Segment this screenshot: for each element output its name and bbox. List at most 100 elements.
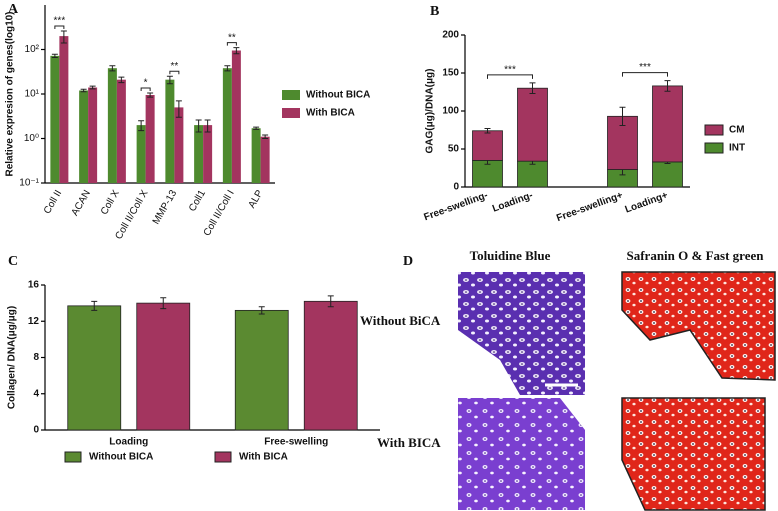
error-bar bbox=[175, 100, 182, 118]
legend-swatch bbox=[282, 108, 300, 118]
legend-label: Without BICA bbox=[306, 90, 370, 101]
legend-label: Without BICA bbox=[89, 452, 153, 463]
bar bbox=[251, 128, 261, 183]
row-label: With BICA bbox=[377, 435, 441, 450]
bar bbox=[145, 94, 155, 183]
bar bbox=[59, 36, 69, 184]
error-bar bbox=[224, 65, 231, 72]
bar bbox=[234, 309, 289, 431]
y-tick-label: 16 bbox=[28, 280, 40, 291]
x-tick-label: Coll1 bbox=[187, 188, 208, 214]
row-label: Without BiCA bbox=[360, 313, 441, 328]
error-bar bbox=[118, 76, 125, 84]
x-tick-label: Loading bbox=[109, 437, 148, 448]
bar bbox=[50, 55, 60, 183]
significance-bracket bbox=[140, 87, 151, 92]
y-axis-label: GAG(μg)/DNA(μg) bbox=[425, 69, 436, 154]
legend-swatch bbox=[704, 124, 724, 136]
y-tick-label: 150 bbox=[442, 68, 459, 79]
legend-label: INT bbox=[729, 143, 745, 154]
panel-d: D Toluidine Blue Safranin O & Fast green… bbox=[360, 248, 776, 511]
bar bbox=[231, 50, 241, 183]
y-axis-label: Relative expresion of genes(log10) bbox=[5, 11, 16, 176]
legend-label: With BICA bbox=[306, 108, 355, 119]
y-tick-label: 0 bbox=[453, 182, 459, 193]
error-bar bbox=[109, 65, 116, 72]
bar bbox=[517, 87, 548, 162]
y-tick-label: 200 bbox=[442, 30, 459, 41]
error-bar bbox=[484, 127, 491, 134]
x-tick-label: MMP-13 bbox=[151, 188, 180, 227]
histology-image bbox=[621, 271, 776, 381]
error-bar bbox=[258, 306, 265, 315]
panel-label: A bbox=[8, 2, 19, 17]
bar bbox=[517, 160, 548, 188]
y-tick-label: 10⁻¹ bbox=[19, 178, 39, 189]
legend-swatch bbox=[704, 142, 724, 154]
x-tick-label: Free-swelling+ bbox=[555, 190, 624, 224]
bar bbox=[116, 79, 126, 183]
bar bbox=[472, 130, 503, 161]
bar bbox=[472, 159, 503, 188]
x-tick-label: Loading- bbox=[491, 190, 534, 215]
y-tick-label: 0 bbox=[33, 425, 39, 436]
column-title: Safranin O & Fast green bbox=[627, 248, 765, 263]
significance-label: ** bbox=[170, 61, 178, 72]
significance-label: * bbox=[144, 78, 148, 89]
bar bbox=[194, 125, 204, 183]
significance-bracket bbox=[622, 72, 668, 77]
error-bar bbox=[327, 295, 334, 308]
error-bar bbox=[147, 92, 154, 98]
error-bar bbox=[619, 106, 626, 126]
error-bar bbox=[60, 30, 67, 44]
error-bar bbox=[166, 75, 173, 85]
bar bbox=[652, 161, 683, 188]
x-tick-label: Loading+ bbox=[624, 190, 670, 216]
bar bbox=[67, 305, 122, 431]
y-tick-label: 10¹ bbox=[25, 89, 40, 100]
bar bbox=[136, 302, 191, 431]
y-tick-label: 50 bbox=[448, 144, 460, 155]
y-tick-label: 10⁰ bbox=[24, 133, 39, 144]
x-tick-label: Free-swelling- bbox=[422, 190, 489, 223]
bar bbox=[88, 87, 98, 183]
legend-label: CM bbox=[729, 125, 745, 136]
legend-swatch bbox=[64, 451, 82, 463]
error-bar bbox=[91, 300, 98, 311]
significance-bracket bbox=[487, 74, 533, 79]
error-bar bbox=[262, 134, 269, 139]
legend-swatch bbox=[214, 451, 232, 463]
histology-image bbox=[458, 272, 585, 395]
error-bar bbox=[160, 297, 167, 310]
panel-label: D bbox=[403, 254, 413, 269]
significance-bracket bbox=[226, 42, 237, 46]
y-tick-label: 8 bbox=[33, 352, 39, 363]
bar bbox=[136, 125, 146, 183]
significance-label: ** bbox=[228, 32, 236, 43]
error-bar bbox=[51, 53, 58, 59]
bar bbox=[260, 136, 270, 183]
significance-label: *** bbox=[504, 65, 516, 76]
bar bbox=[107, 68, 117, 183]
error-bar bbox=[664, 80, 671, 92]
y-tick-label: 100 bbox=[442, 106, 459, 117]
x-tick-label: Coll X bbox=[99, 188, 122, 217]
bar bbox=[303, 300, 358, 431]
histology-image bbox=[458, 398, 585, 510]
error-bar bbox=[80, 88, 87, 93]
histology-image bbox=[621, 397, 766, 511]
bar bbox=[174, 107, 184, 183]
significance-bracket bbox=[169, 70, 180, 75]
error-bar bbox=[253, 126, 260, 130]
legend-label: With BICA bbox=[239, 452, 288, 463]
x-tick-label: Free-swelling bbox=[264, 437, 328, 448]
x-tick-label: ACAN bbox=[70, 188, 93, 218]
error-bar bbox=[233, 47, 240, 55]
error-bar bbox=[529, 82, 536, 95]
y-tick-label: 10² bbox=[25, 44, 40, 55]
bar bbox=[79, 90, 89, 183]
column-title: Toluidine Blue bbox=[470, 248, 551, 263]
panel-label: B bbox=[430, 4, 439, 19]
bar bbox=[203, 125, 213, 183]
